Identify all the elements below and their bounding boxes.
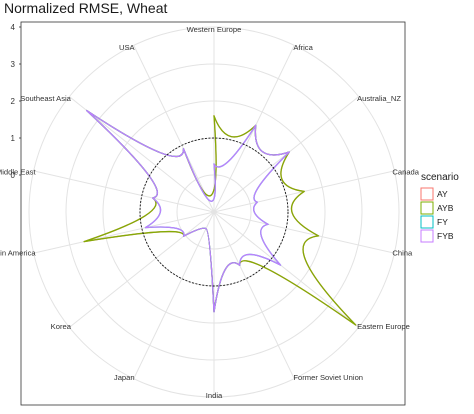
category-label: China <box>392 249 413 258</box>
category-label: Japan <box>114 373 135 382</box>
y-tick-label: 2 <box>11 97 16 106</box>
category-label: Eastern Europe <box>357 322 410 331</box>
chart-title: Normalized RMSE, Wheat <box>4 0 168 16</box>
reference-layer <box>139 137 289 287</box>
category-label: Middle East <box>0 167 36 176</box>
category-label: Australia_NZ <box>357 94 401 103</box>
category-label: Latin America <box>0 249 36 258</box>
legend-key-ayb <box>420 201 434 215</box>
category-label: Korea <box>51 322 72 331</box>
category-label: Former Soviet Union <box>293 373 363 382</box>
legend-key-ay <box>420 187 434 201</box>
y-tick-label: 4 <box>11 23 16 32</box>
y-tick-label: 0 <box>11 171 16 180</box>
category-labels: Western Europe Africa Australia_NZ Canada Ch… <box>0 25 420 400</box>
grid-spoke <box>33 170 215 213</box>
grid-spoke <box>69 96 215 213</box>
legend-label-fyb: FYB <box>437 231 454 241</box>
category-label: Africa <box>293 43 313 52</box>
legend-key-fyb <box>420 229 434 243</box>
series-layer <box>83 109 357 326</box>
grid-spoke <box>133 45 215 213</box>
y-tick-label: 3 <box>11 60 16 69</box>
grid-spoke <box>213 211 359 328</box>
category-label: Western Europe <box>187 25 242 34</box>
legend-label-fy: FY <box>437 217 448 227</box>
y-axis-ticks: 0 1 2 3 4 <box>11 23 21 180</box>
grid-spoke <box>33 211 215 254</box>
category-label: India <box>206 391 223 400</box>
reference-circle <box>139 137 289 287</box>
y-tick-label: 1 <box>11 134 16 143</box>
grid-spoke <box>213 211 395 254</box>
grid-spoke <box>213 211 295 379</box>
category-label: Canada <box>392 167 419 176</box>
legend: scenario AY AYB FY FYB <box>420 172 459 243</box>
legend-title: scenario <box>421 172 459 183</box>
grid-spoke <box>133 211 215 379</box>
series-line-fyb <box>86 109 290 313</box>
legend-label-ay: AY <box>437 189 448 199</box>
grid-layer <box>28 26 400 398</box>
category-label: USA <box>119 43 136 52</box>
category-label: Southeast Asia <box>20 94 71 103</box>
legend-key-fy <box>420 215 434 229</box>
grid-spoke <box>69 211 215 328</box>
legend-label-ayb: AYB <box>437 203 454 213</box>
